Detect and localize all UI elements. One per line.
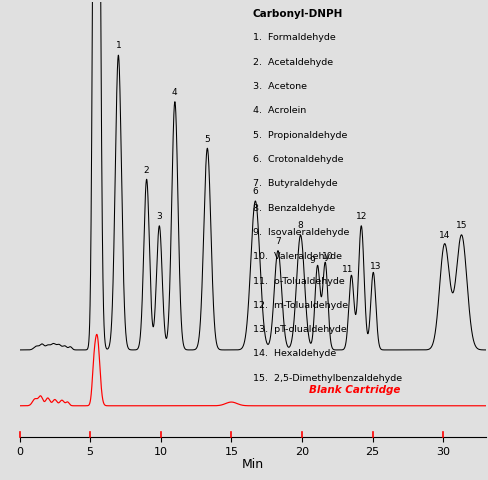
Text: 5: 5 bbox=[204, 134, 210, 144]
Text: 1: 1 bbox=[116, 41, 121, 50]
Text: 10: 10 bbox=[323, 252, 334, 262]
Text: 8.  Benzaldehyde: 8. Benzaldehyde bbox=[253, 204, 335, 213]
Text: 5.  Propionaldehyde: 5. Propionaldehyde bbox=[253, 131, 347, 140]
Text: 1.  Formaldehyde: 1. Formaldehyde bbox=[253, 33, 335, 42]
Text: 7: 7 bbox=[275, 237, 281, 246]
Text: 8: 8 bbox=[298, 221, 304, 230]
Text: 2: 2 bbox=[144, 166, 149, 175]
Text: 9: 9 bbox=[310, 255, 315, 264]
Text: 6: 6 bbox=[252, 187, 258, 196]
Text: Carbonyl-DNPH: Carbonyl-DNPH bbox=[253, 9, 343, 19]
Text: 2.  Acetaldehyde: 2. Acetaldehyde bbox=[253, 58, 333, 67]
Text: 7.  Butyraldehyde: 7. Butyraldehyde bbox=[253, 179, 337, 188]
Text: 15.  2,5-Dimethylbenzaldehyde: 15. 2,5-Dimethylbenzaldehyde bbox=[253, 374, 402, 383]
Text: Blank Cartridge: Blank Cartridge bbox=[309, 385, 401, 395]
Text: 11.  o-Tolualdehyde: 11. o-Tolualdehyde bbox=[253, 276, 345, 286]
Text: 12: 12 bbox=[356, 212, 367, 221]
Text: 13: 13 bbox=[370, 262, 382, 271]
Text: 6.  Crotonaldehyde: 6. Crotonaldehyde bbox=[253, 155, 343, 164]
Text: 13.  pT-olualdehyde: 13. pT-olualdehyde bbox=[253, 325, 346, 334]
Text: 4.  Acrolein: 4. Acrolein bbox=[253, 106, 306, 115]
Text: 3.  Acetone: 3. Acetone bbox=[253, 82, 306, 91]
Text: 14: 14 bbox=[439, 231, 450, 240]
Text: 4: 4 bbox=[172, 88, 178, 97]
Text: 9.  Isovaleraldehyde: 9. Isovaleraldehyde bbox=[253, 228, 349, 237]
Text: 11: 11 bbox=[342, 265, 354, 274]
X-axis label: Min: Min bbox=[242, 458, 264, 471]
Text: 10.  Valeraldehyde: 10. Valeraldehyde bbox=[253, 252, 342, 261]
Text: 14.  Hexaldehyde: 14. Hexaldehyde bbox=[253, 349, 336, 359]
Text: 15: 15 bbox=[456, 221, 468, 230]
Text: 12.  m-Tolualdehyde: 12. m-Tolualdehyde bbox=[253, 301, 347, 310]
Text: 3: 3 bbox=[157, 212, 162, 221]
